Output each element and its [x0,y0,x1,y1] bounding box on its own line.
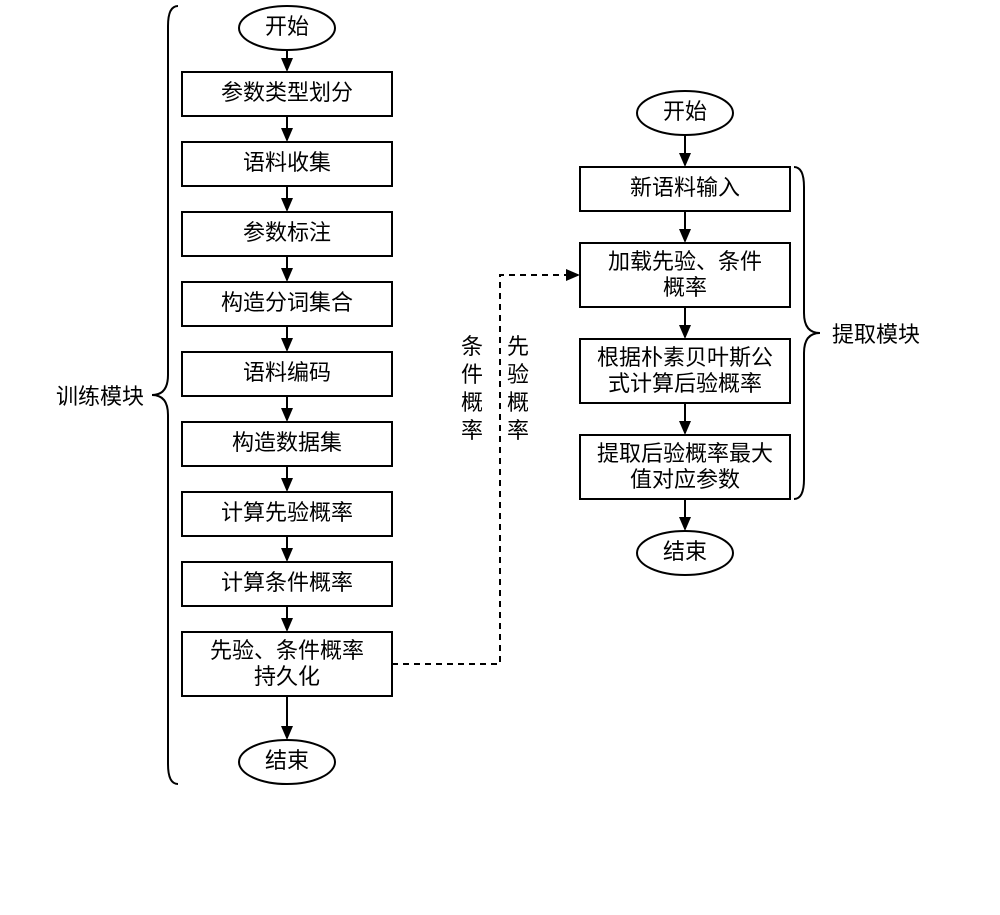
right-step-3-l1: 根据朴素贝叶斯公 [597,345,773,370]
right-step-3-l2: 式计算后验概率 [608,371,762,396]
right-step-1-label: 新语料输入 [630,175,740,200]
left-persist-l2: 持久化 [254,664,320,689]
right-module-label: 提取模块 [832,322,920,347]
right-brace [794,167,820,499]
left-step-8-label: 计算条件概率 [221,570,353,595]
flowchart-diagram: 开始 参数类型划分 语料收集 参数标注 构造分词集合 语料编码 构造数据集 计算… [0,0,1000,915]
svg-text:条件概率: 条件概率 [461,334,483,443]
connector-label-1: 条件概率 [461,334,483,443]
right-step-4-l1: 提取后验概率最大 [597,441,773,466]
left-persist-l1: 先验、条件概率 [210,638,364,663]
right-end-label: 结束 [663,539,707,564]
right-step-2-l2: 概率 [663,275,707,300]
svg-text:先验概率: 先验概率 [507,334,529,443]
left-module-label: 训练模块 [56,384,144,409]
left-step-1-label: 参数类型划分 [221,80,353,105]
left-step-7-label: 计算先验概率 [221,500,353,525]
left-step-6-label: 构造数据集 [232,430,342,455]
right-start-label: 开始 [663,99,707,124]
left-start-label: 开始 [265,14,309,39]
left-brace [152,6,178,784]
left-step-2-label: 语料收集 [243,150,331,175]
left-step-5-label: 语料编码 [243,360,331,385]
left-step-4-label: 构造分词集合 [221,290,353,315]
right-step-4-l2: 值对应参数 [630,467,740,492]
right-step-2-l1: 加载先验、条件 [608,249,762,274]
left-step-3-label: 参数标注 [243,220,331,245]
connector-label-2: 先验概率 [507,334,529,443]
left-end-label: 结束 [265,748,309,773]
dashed-connector [392,275,578,664]
